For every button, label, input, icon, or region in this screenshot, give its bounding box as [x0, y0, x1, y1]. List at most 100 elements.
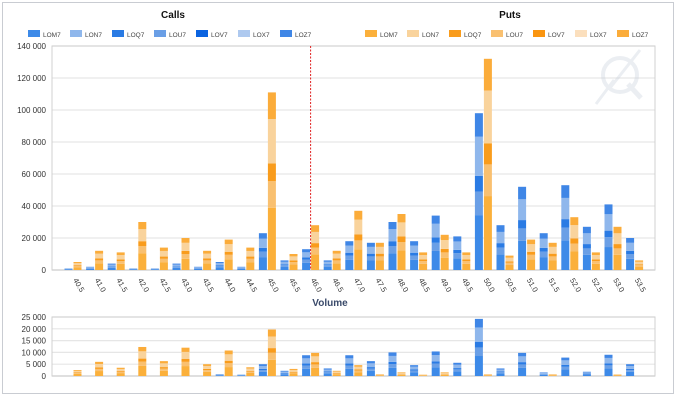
puts-bar-segment — [397, 250, 406, 270]
calls-bar-segment — [410, 366, 419, 370]
calls-bar-segment — [345, 252, 354, 256]
puts-bar-segment — [224, 251, 233, 255]
puts-bar-segment — [635, 266, 644, 270]
puts-bar-segment — [591, 261, 600, 264]
calls-bar-segment — [582, 372, 591, 374]
puts-bar-segment — [181, 361, 190, 367]
puts-bar-segment — [224, 254, 233, 260]
puts-bar-segment — [440, 248, 449, 253]
puts-legend-label: LOX7 — [590, 32, 607, 39]
calls-bar-segment — [86, 267, 95, 269]
puts-bar-segment — [138, 358, 147, 362]
puts-bar-segment — [527, 259, 536, 270]
puts-bar-segment — [203, 250, 212, 254]
puts-bar-segment — [375, 253, 384, 257]
puts-bar-segment — [332, 253, 341, 259]
calls-bar-segment — [172, 263, 181, 265]
puts-bar-segment — [570, 225, 579, 239]
x-tick-label: 41.0 — [93, 277, 108, 294]
calls-bar-segment — [474, 175, 483, 192]
puts-bar-segment — [613, 233, 622, 245]
calls-bar-segment — [496, 372, 505, 374]
calls-bar-segment — [604, 365, 613, 369]
puts-bar-segment — [289, 369, 298, 372]
calls-bar-segment — [626, 238, 635, 243]
puts-bar-segment — [267, 336, 276, 349]
calls-bar-segment — [539, 372, 548, 374]
puts-bar-segment — [203, 253, 212, 259]
x-tick-label: 53.5 — [633, 277, 648, 294]
y-tick-label: 40 000 — [22, 202, 47, 211]
calls-bar-segment — [258, 233, 267, 239]
calls-bar-segment — [323, 265, 332, 267]
calls-bar-segment — [474, 341, 483, 348]
puts-bar-segment — [332, 250, 341, 254]
calls-bar-segment — [410, 245, 419, 253]
calls-bar-segment — [410, 370, 419, 373]
puts-bar-segment — [116, 367, 125, 369]
calls-legend-swatch — [70, 30, 82, 37]
calls-bar-segment — [345, 363, 354, 366]
puts-bar-segment — [462, 252, 471, 256]
calls-bar-segment — [194, 267, 203, 269]
calls-bar-segment — [496, 247, 505, 255]
calls-bar-segment — [215, 265, 224, 266]
calls-bar-segment — [323, 373, 332, 376]
puts-bar-segment — [116, 252, 125, 256]
puts-bar-segment — [224, 239, 233, 245]
puts-bar-segment — [354, 249, 363, 270]
x-tick-label: 52.0 — [568, 277, 583, 294]
calls-bar-segment — [302, 262, 311, 270]
calls-bar-segment — [345, 245, 354, 253]
calls-bar-segment — [626, 364, 635, 366]
puts-bar-segment — [267, 92, 276, 120]
puts-bar-segment — [267, 359, 276, 376]
puts-bar-segment — [289, 260, 298, 262]
calls-bar-segment — [453, 369, 462, 372]
puts-bar-segment — [181, 258, 190, 270]
puts-bar-segment — [138, 346, 147, 352]
puts-legend-label: LOV7 — [548, 32, 565, 39]
puts-bar-segment — [73, 262, 82, 264]
puts-bar-segment — [591, 252, 600, 256]
calls-bar-segment — [258, 370, 267, 372]
calls-bar-segment — [561, 240, 570, 270]
calls-bar-segment — [604, 357, 613, 364]
calls-bar-segment — [582, 244, 591, 249]
puts-legend-label: LOQ7 — [464, 32, 482, 39]
puts-legend-label: LON7 — [422, 32, 439, 39]
puts-bar-segment — [181, 366, 190, 376]
puts-bar-segment — [116, 373, 125, 376]
puts-bar-segment — [159, 363, 168, 368]
calls-bar-segment — [366, 253, 375, 257]
calls-bar-segment — [345, 368, 354, 376]
calls-bar-segment — [582, 371, 591, 373]
calls-bar-segment — [323, 264, 332, 266]
puts-bar-segment — [203, 260, 212, 264]
calls-bar-segment — [431, 367, 440, 376]
puts-bar-segment — [73, 372, 82, 374]
calls-bar-segment — [626, 250, 635, 254]
calls-bar-segment — [302, 257, 311, 260]
puts-bar-segment — [440, 372, 449, 373]
calls-bar-segment — [280, 371, 289, 373]
puts-bar-segment — [73, 263, 82, 266]
calls-bar-segment — [258, 238, 267, 248]
puts-bar-segment — [354, 234, 363, 241]
x-tick-label: 41.5 — [114, 277, 129, 294]
y-tick-label: 0 — [42, 372, 47, 381]
calls-bar-segment — [561, 197, 570, 220]
puts-bar-segment — [375, 246, 384, 254]
calls-bar-segment — [237, 268, 246, 270]
calls-bar-segment — [453, 236, 462, 242]
calls-bar-segment — [302, 249, 311, 253]
puts-bar-segment — [181, 347, 190, 352]
puts-bar-segment — [505, 262, 514, 265]
puts-bar-segment — [246, 371, 255, 373]
calls-bar-segment — [150, 269, 159, 270]
puts-bar-segment — [95, 260, 104, 264]
calls-bar-segment — [172, 264, 181, 267]
calls-bar-segment — [431, 355, 440, 362]
puts-legend-swatch — [407, 30, 419, 37]
calls-bar-segment — [410, 241, 419, 246]
